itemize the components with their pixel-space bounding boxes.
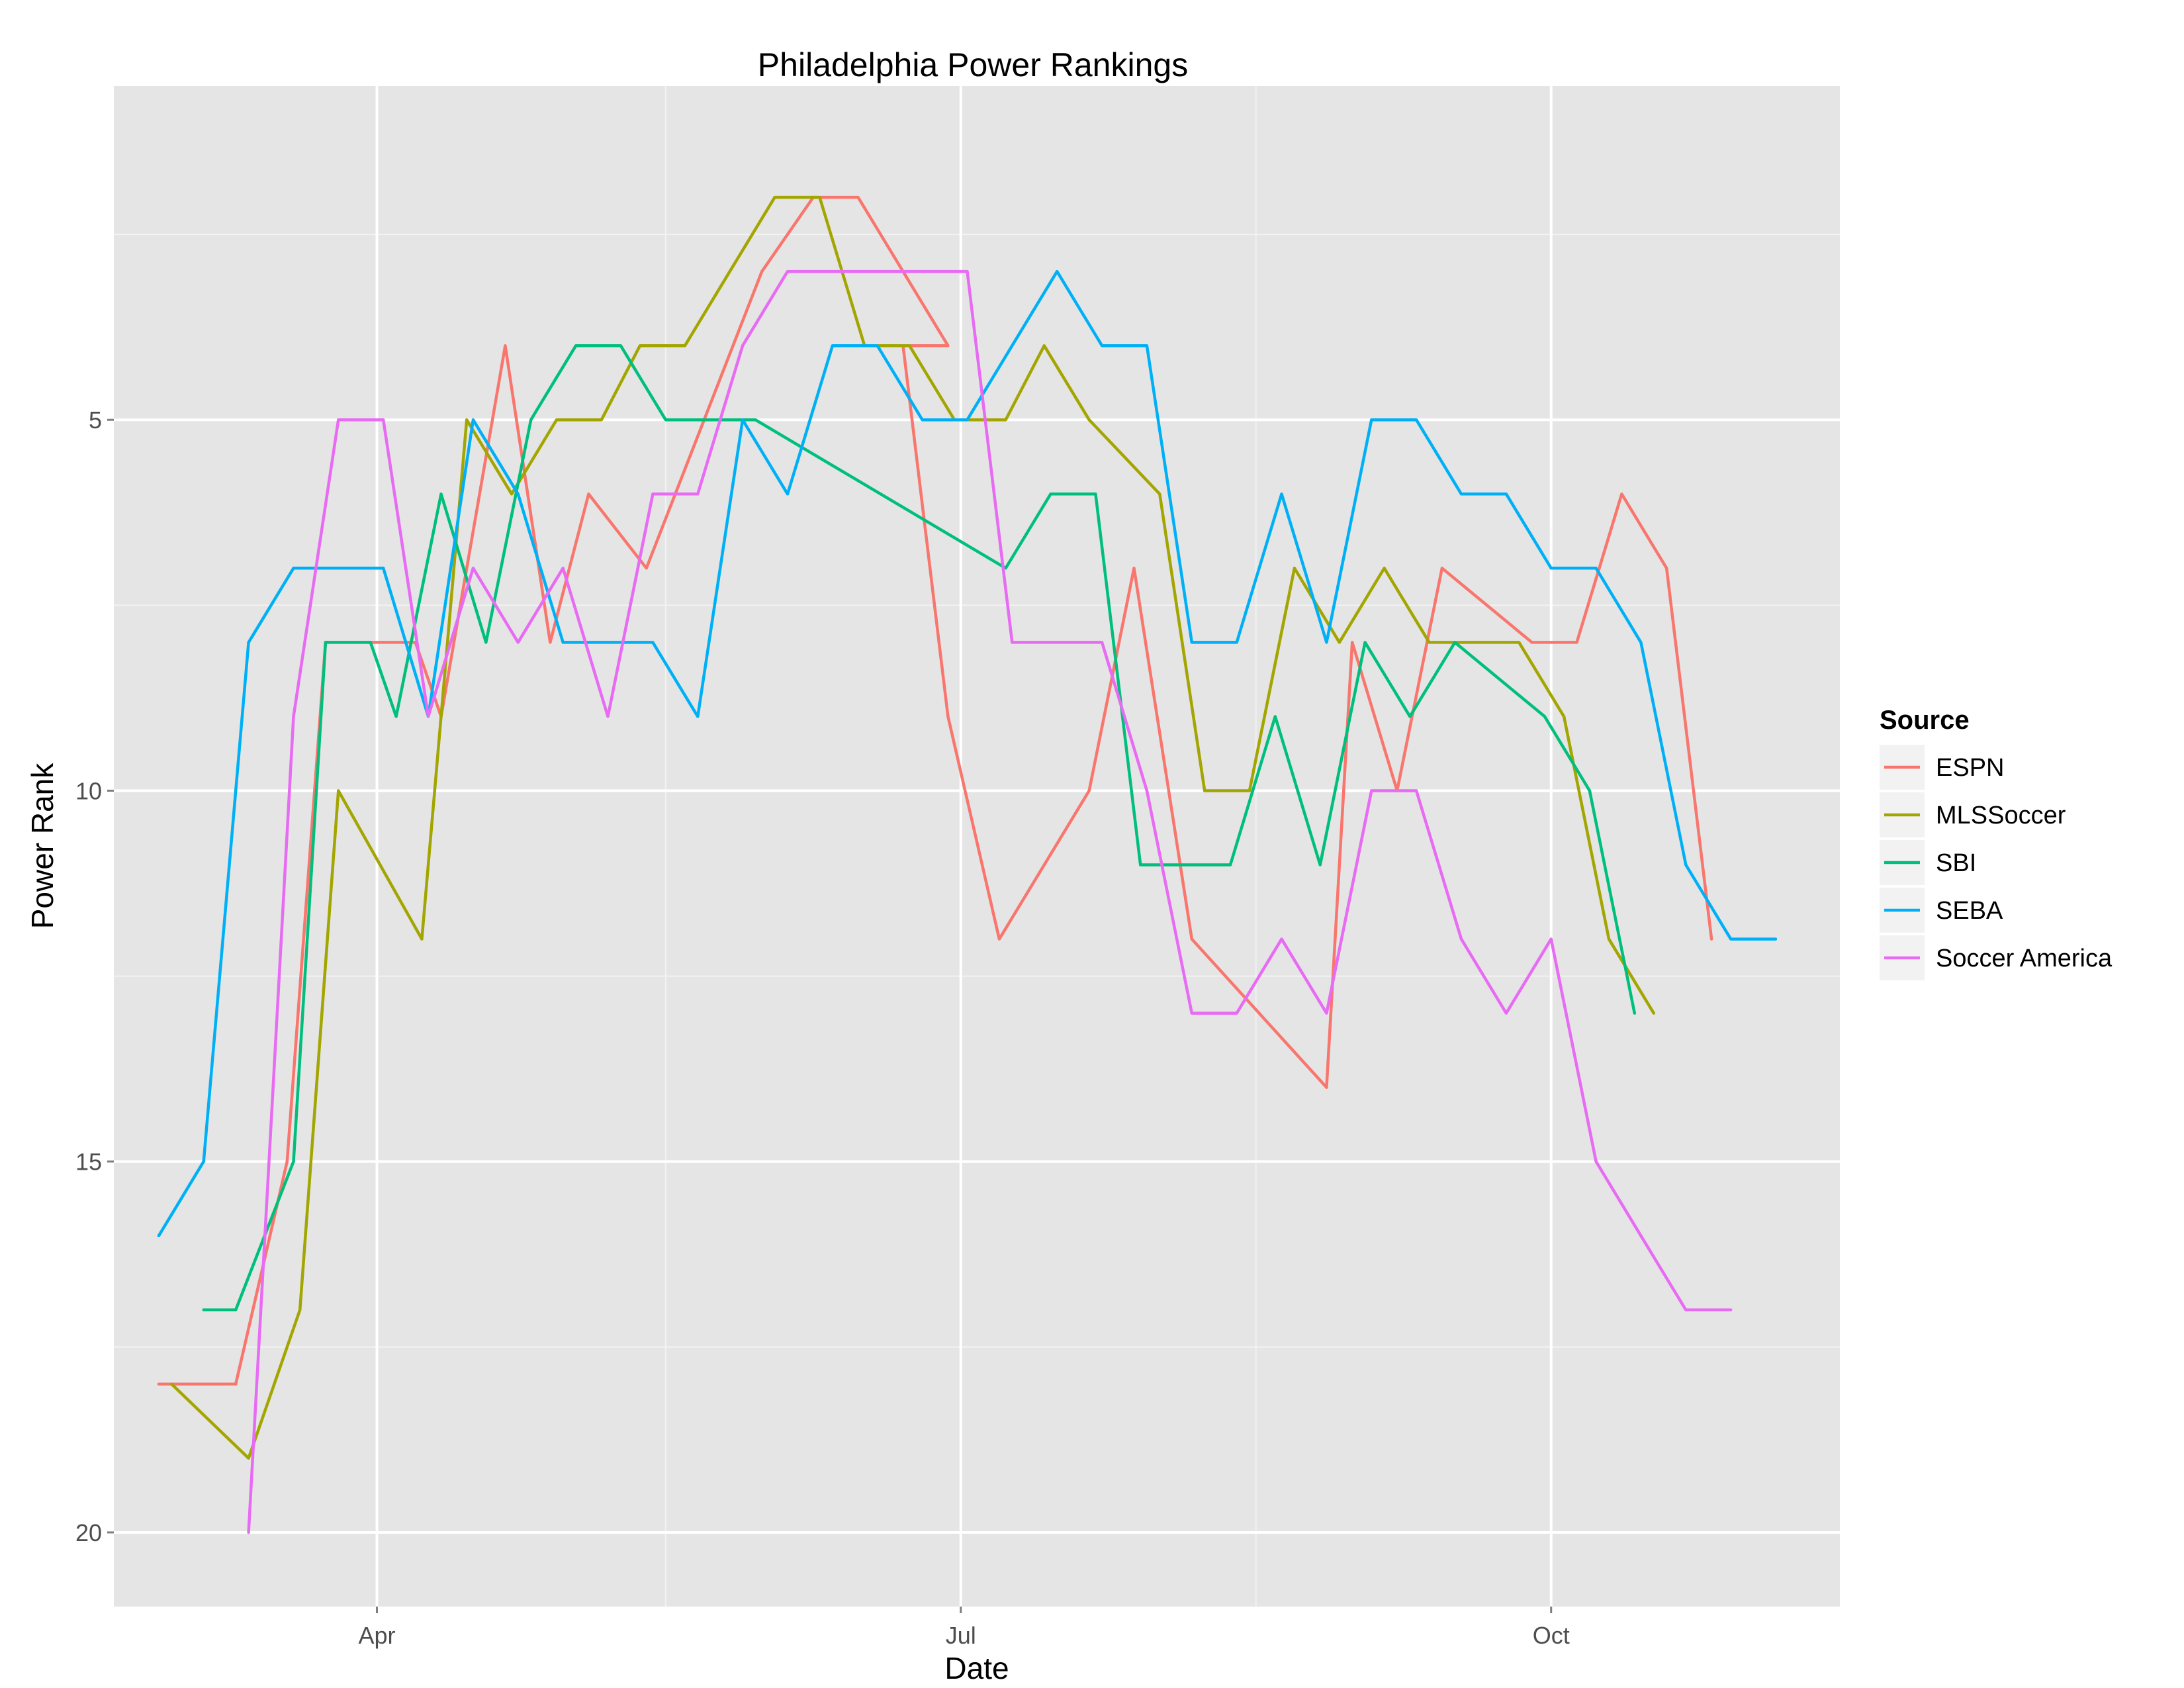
- y-axis: 5 10 15 20: [75, 406, 114, 1546]
- legend-label-soccer-america: Soccer America: [1936, 945, 2113, 972]
- y-tick-label: 15: [75, 1149, 102, 1176]
- series-line-espn: [157, 195, 1713, 1386]
- chart-title: Philadelphia Power Rankings: [758, 46, 1188, 83]
- y-tick-label: 5: [89, 406, 102, 434]
- series-line-sbi: [202, 344, 1637, 1312]
- x-tick-label: Oct: [1533, 1622, 1570, 1649]
- legend: Source ESPN MLSSoccer SBI SEBA Soccer Americ…: [1880, 706, 2113, 980]
- x-axis-title: Date: [944, 1651, 1009, 1685]
- legend-label-espn: ESPN: [1936, 754, 2004, 782]
- legend-label-mlssoccer: MLSSoccer: [1936, 802, 2066, 829]
- x-tick-label: Jul: [946, 1622, 976, 1649]
- legend-label-sbi: SBI: [1936, 849, 1976, 877]
- legend-label-seba: SEBA: [1936, 897, 2003, 925]
- y-tick-label: 10: [75, 777, 102, 804]
- series-line-soccer-america: [247, 269, 1733, 1534]
- x-tick-label: Apr: [358, 1622, 395, 1649]
- legend-title: Source: [1880, 706, 1970, 735]
- y-axis-title: Power Rank: [25, 763, 60, 929]
- series-line-mlssoccer: [170, 195, 1656, 1460]
- series-lines: [157, 195, 1778, 1534]
- x-axis: Apr Jul Oct: [358, 1607, 1570, 1649]
- y-tick-label: 20: [75, 1519, 102, 1546]
